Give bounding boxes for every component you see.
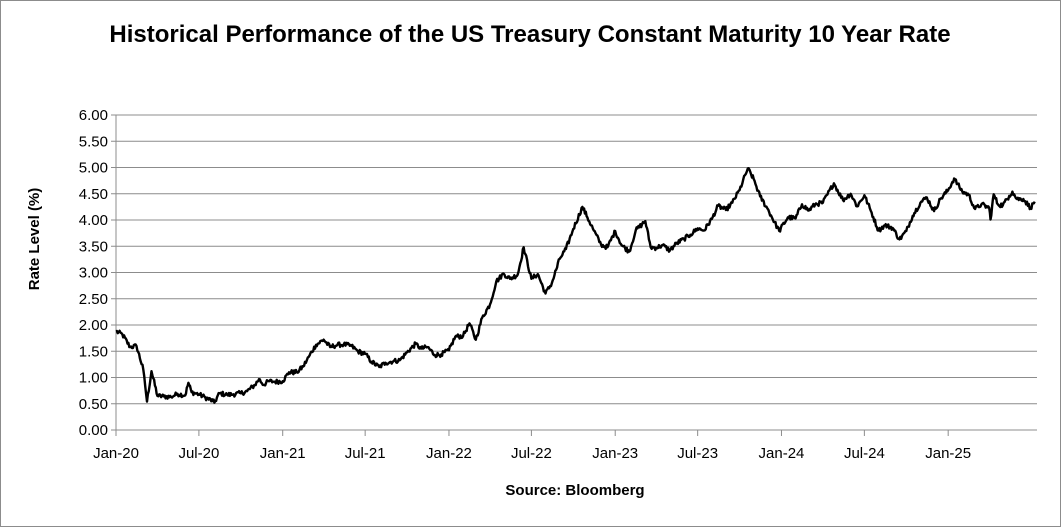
series-line — [115, 167, 1036, 404]
y-tick-label: 2.50 — [79, 291, 108, 308]
x-axis-ticks: Jan-20 Jul-20 Jan-21 Jul-21 Jan-22 Jul-22 Jan-… — [93, 445, 971, 462]
chart-title: Historical Performance of the US Treasur… — [109, 21, 951, 48]
x-tick-label: Jul-21 — [345, 445, 386, 462]
y-tick-label: 4.50 — [79, 186, 108, 203]
x-tick-label: Jul-23 — [677, 445, 718, 462]
y-tick-label: 6.00 — [79, 107, 108, 124]
x-tick-label: Jan-25 — [925, 445, 971, 462]
x-tick-label: Jan-20 — [93, 445, 139, 462]
y-tick-label: 3.50 — [79, 238, 108, 255]
x-tick-label: Jul-20 — [178, 445, 219, 462]
x-tick-label: Jan-22 — [426, 445, 472, 462]
y-tick-label: 5.50 — [79, 133, 108, 150]
x-tick-label: Jan-24 — [759, 445, 805, 462]
y-tick-label: 0.50 — [79, 396, 108, 413]
series-layer — [115, 167, 1036, 404]
y-tick-label: 4.00 — [79, 212, 108, 229]
source-label: Source: Bloomberg — [505, 482, 644, 499]
y-tick-label: 2.00 — [79, 317, 108, 334]
y-tick-label: 5.00 — [79, 160, 108, 177]
y-tick-label: 1.00 — [79, 370, 108, 387]
y-tick-label: 3.00 — [79, 265, 108, 282]
y-axis-label: Rate Level (%) — [26, 188, 43, 291]
y-tick-label: 1.50 — [79, 343, 108, 360]
axes — [111, 114, 1037, 436]
x-tick-label: Jul-24 — [844, 445, 885, 462]
x-tick-label: Jan-23 — [592, 445, 638, 462]
x-tick-label: Jul-22 — [511, 445, 552, 462]
y-tick-label: 0.00 — [79, 422, 108, 439]
gridlines — [116, 114, 1037, 405]
x-tick-label: Jan-21 — [260, 445, 306, 462]
y-axis-ticks: 0.00 0.50 1.00 1.50 2.00 2.50 3.00 3.50 4.00 4.50… — [79, 107, 108, 439]
